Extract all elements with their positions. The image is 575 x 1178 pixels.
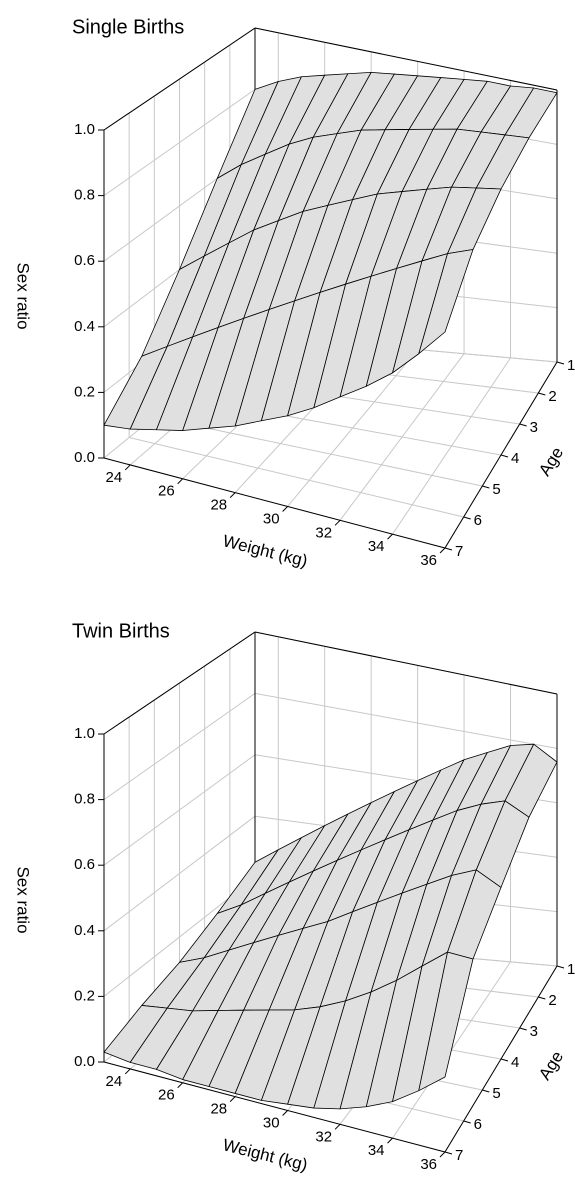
x-tick-label: 36: [420, 552, 437, 569]
x-tick-label: 26: [158, 483, 175, 500]
surface-patch: [418, 951, 474, 1092]
axis-line: [103, 457, 446, 549]
axis-line: [103, 27, 256, 131]
tick-mark: [229, 1096, 236, 1102]
z-tick-label: 0.0: [74, 1053, 95, 1070]
y-tick-label: 1: [567, 961, 575, 978]
z-tick-label: 0.6: [74, 856, 95, 873]
tick-mark: [556, 965, 565, 969]
y-tick-label: 2: [548, 388, 556, 405]
tick-mark: [482, 485, 490, 489]
z-axis-title: Sex ratio: [14, 262, 33, 329]
grid-line: [254, 692, 558, 749]
grid-line: [129, 437, 464, 518]
tick-mark: [124, 464, 131, 471]
tick-mark: [444, 547, 453, 551]
tick-mark: [519, 423, 527, 427]
z-tick-label: 0.8: [74, 187, 95, 204]
x-axis-title: Weight (kg): [221, 531, 310, 570]
y-tick-label: 2: [548, 992, 556, 1009]
tick-mark: [463, 1120, 471, 1124]
tick-mark: [387, 1137, 393, 1144]
z-tick-label: 0.2: [74, 987, 95, 1004]
z-tick-label: 0.0: [74, 449, 95, 466]
z-tick-label: 1.0: [74, 121, 95, 138]
surface-patch: [418, 249, 474, 355]
z-tick-label: 0.4: [74, 318, 95, 335]
axis-line: [103, 1061, 446, 1153]
tick-mark: [482, 1089, 490, 1093]
x-tick-label: 26: [158, 1087, 175, 1104]
axis-line: [103, 631, 256, 735]
tick-mark: [124, 1068, 131, 1075]
x-tick-label: 32: [315, 524, 332, 541]
z-tick-label: 0.4: [74, 922, 95, 939]
x-tick-label: 34: [368, 1142, 385, 1159]
x-tick-label: 36: [420, 1156, 437, 1173]
y-axis-title: Age: [535, 444, 567, 480]
y-tick-label: 6: [474, 512, 482, 529]
tick-mark: [282, 1110, 288, 1116]
y-tick-label: 4: [511, 450, 519, 467]
tick-mark: [387, 533, 393, 540]
z-tick-label: 0.2: [74, 383, 95, 400]
axis-line: [254, 27, 558, 91]
z-axis-title: Sex ratio: [14, 866, 33, 933]
z-tick-label: 1.0: [74, 725, 95, 742]
x-axis-title: Weight (kg): [221, 1135, 310, 1174]
y-tick-label: 1: [567, 357, 575, 374]
tick-mark: [538, 392, 546, 396]
x-tick-label: 30: [263, 1114, 280, 1131]
tick-mark: [538, 996, 546, 1000]
x-tick-label: 24: [106, 1073, 123, 1090]
y-tick-label: 6: [474, 1116, 482, 1133]
z-tick-label: 0.6: [74, 252, 95, 269]
tick-mark: [177, 1082, 184, 1089]
x-tick-label: 34: [368, 538, 385, 555]
y-tick-label: 3: [530, 1023, 538, 1040]
x-tick-label: 28: [210, 497, 227, 514]
tick-mark: [334, 1123, 341, 1130]
y-tick-label: 5: [492, 481, 500, 498]
tick-mark: [556, 361, 565, 365]
tick-mark: [519, 1027, 527, 1031]
chart-title: Twin Births: [72, 620, 170, 642]
y-tick-label: 4: [511, 1054, 519, 1071]
tick-mark: [439, 1151, 446, 1158]
y-tick-label: 5: [492, 1085, 500, 1102]
tick-mark: [229, 492, 236, 498]
y-tick-label: 7: [455, 543, 463, 560]
x-tick-label: 30: [263, 510, 280, 527]
x-tick-label: 32: [315, 1128, 332, 1145]
tick-mark: [439, 547, 446, 554]
tick-mark: [463, 516, 471, 520]
tick-mark: [334, 519, 341, 526]
x-tick-label: 24: [106, 469, 123, 486]
tick-mark: [444, 1151, 453, 1155]
x-tick-label: 28: [210, 1101, 227, 1118]
y-tick-label: 3: [530, 419, 538, 436]
axis-line: [254, 631, 558, 695]
panel: Single Births0.00.20.40.60.81.0242628303…: [14, 16, 575, 570]
panel: Twin Births0.00.20.40.60.81.024262830323…: [14, 620, 575, 1174]
y-axis-title: Age: [535, 1048, 567, 1084]
tick-mark: [177, 478, 184, 485]
tick-mark: [500, 454, 509, 458]
z-tick-label: 0.8: [74, 791, 95, 808]
tick-mark: [282, 506, 288, 512]
chart-title: Single Births: [72, 16, 184, 38]
y-tick-label: 7: [455, 1147, 463, 1164]
tick-mark: [500, 1058, 509, 1062]
